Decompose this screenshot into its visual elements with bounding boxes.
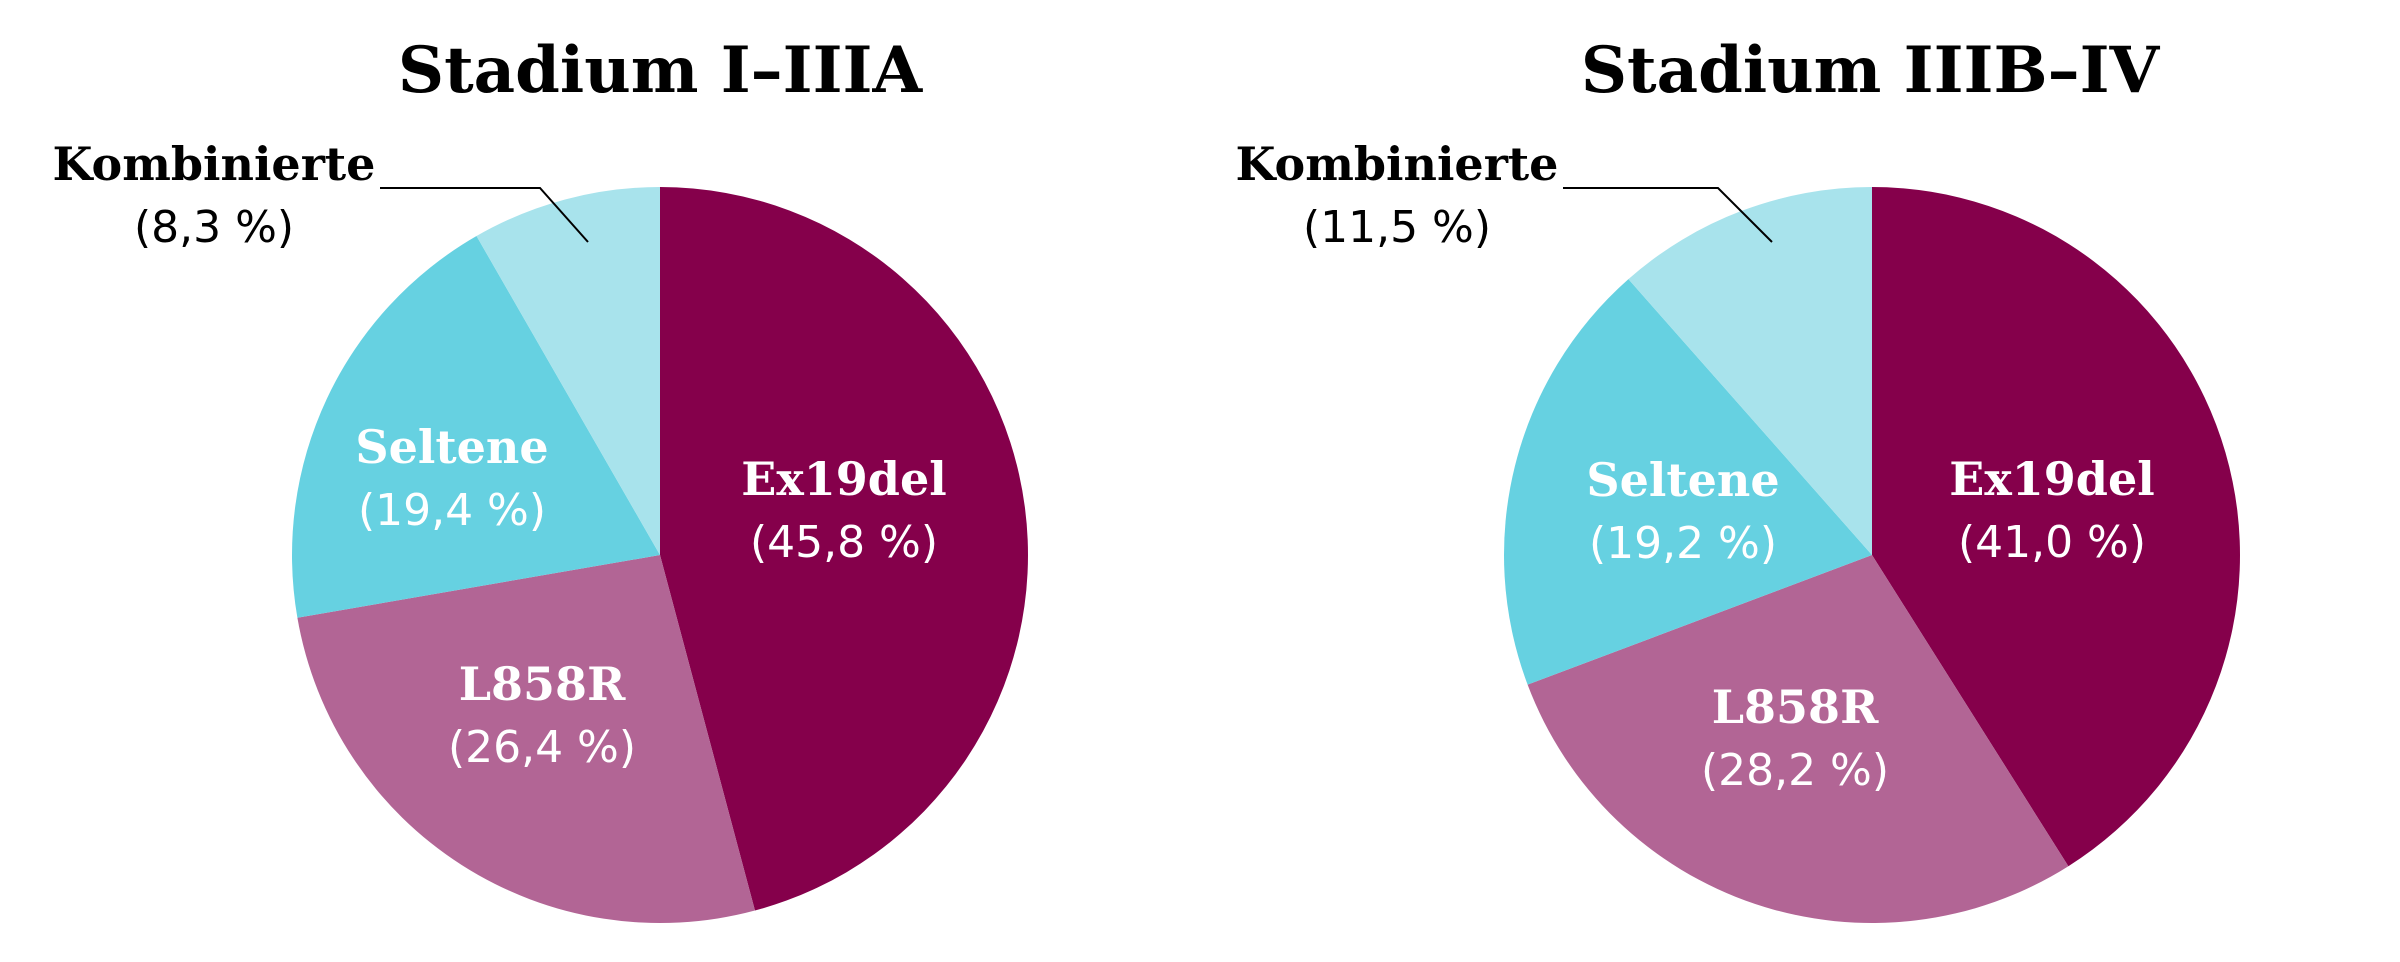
slice-value-label: (8,3 %) [134,202,294,253]
pie-slice-l858r [1527,555,2069,923]
pie-slice-seltene [1504,279,1872,685]
pie-slice-ex19del [660,187,1028,911]
slice-value-label: (41,0 %) [1958,517,2146,568]
pie-slice-seltene [291,236,660,618]
slice-value-label: (19,4 %) [358,485,546,536]
slice-value-label: (19,2 %) [1589,518,1777,569]
slice-label: Kombinierte [53,137,376,191]
chart-title: Stadium I–IIIA [398,33,924,108]
pie-slice-kombinierte [1628,187,1872,555]
pie-chart-stadium-i-iiia: Stadium I–IIIA Ex19del (45,8 %) L858R (26,4… [53,33,1028,923]
pie-slice-l858r [297,555,755,923]
slice-label: Ex19del [1949,452,2154,506]
pie-slice-ex19del [1872,187,2240,867]
slice-value-label: (26,4 %) [448,722,636,773]
slice-value-label: (45,8 %) [750,517,938,568]
pie-chart-stadium-iiib-iv: Stadium IIIB–IV Ex19del (41,0 %) L858R (28,… [1236,33,2240,923]
slice-label: Seltene [355,420,548,474]
chart-title: Stadium IIIB–IV [1581,33,2161,108]
slice-value-label: (11,5 %) [1303,202,1491,253]
slice-label: Ex19del [741,452,946,506]
slice-value-label: (28,2 %) [1701,745,1889,796]
leader-line [1563,187,1773,243]
pie-slice-kombinierte [476,187,660,555]
slice-label: Kombinierte [1236,137,1559,191]
slice-label: L858R [1712,680,1879,734]
slice-label: Seltene [1586,453,1779,507]
leader-line [380,187,589,243]
slice-label: L858R [459,657,626,711]
